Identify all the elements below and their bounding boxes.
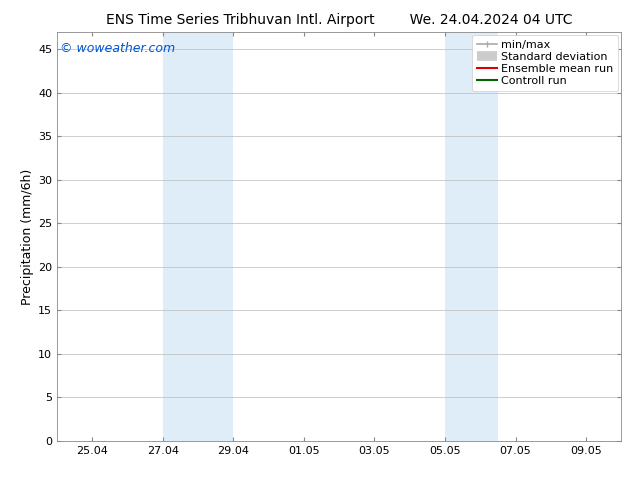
Legend: min/max, Standard deviation, Ensemble mean run, Controll run: min/max, Standard deviation, Ensemble me… [472,35,618,91]
Text: © woweather.com: © woweather.com [60,42,175,55]
Title: ENS Time Series Tribhuvan Intl. Airport        We. 24.04.2024 04 UTC: ENS Time Series Tribhuvan Intl. Airport … [106,13,573,26]
Y-axis label: Precipitation (mm/6h): Precipitation (mm/6h) [21,168,34,305]
Bar [445,32,498,441]
Bar [163,32,233,441]
